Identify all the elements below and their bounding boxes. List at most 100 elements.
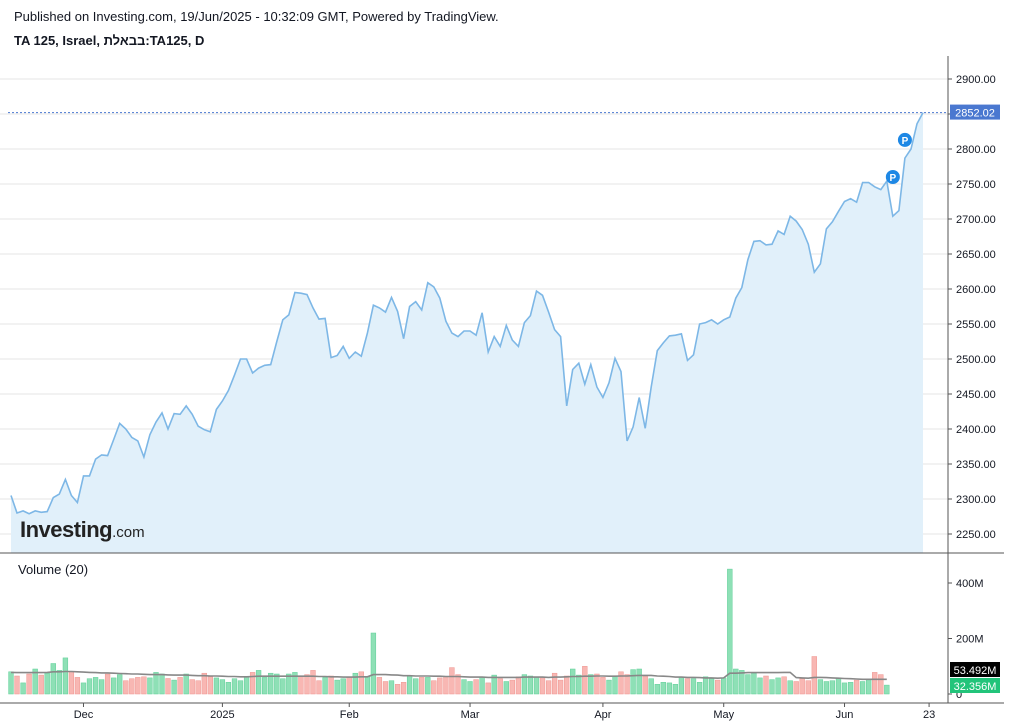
volume-bar [847, 682, 854, 695]
volume-bar [557, 679, 564, 695]
price-axis: 2900.002850.002800.002750.002700.002650.… [948, 74, 996, 541]
volume-bar [117, 674, 123, 695]
volume-bar [62, 657, 69, 695]
volume-bar [388, 680, 395, 695]
price-tick-label: 2900.00 [956, 74, 996, 86]
volume-bar [739, 670, 745, 695]
volume-bar [829, 680, 836, 695]
volume-bar [249, 672, 256, 695]
volume-bar [841, 682, 848, 695]
volume-ma-label-text: 53.492M [954, 665, 997, 677]
marker-circle [885, 170, 900, 184]
volume-bar [787, 680, 793, 695]
price-tick-label: 2800.00 [956, 144, 996, 156]
volume-bar [533, 676, 540, 695]
volume-bar [328, 675, 334, 695]
volume-bar [346, 677, 352, 695]
volume-bar [225, 682, 232, 695]
volume-bar [98, 679, 105, 695]
volume-bar [721, 677, 727, 695]
volume-bar [189, 679, 195, 695]
price-tick-label: 2250.00 [956, 529, 996, 541]
volume-bar [274, 673, 280, 695]
volume-bar [201, 672, 207, 695]
volume-bar [527, 675, 534, 695]
volume-bar [32, 668, 38, 695]
price-tick-label: 2450.00 [956, 389, 996, 401]
volume-bar [461, 679, 467, 695]
volume-bar [268, 672, 274, 695]
volume-bar [678, 676, 685, 695]
volume-bar [690, 678, 697, 695]
volume-ma-line [10, 670, 887, 681]
last-volume-label: 32.356M [950, 678, 1000, 693]
volume-bar [884, 684, 890, 695]
last-volume-label-text: 32.356M [954, 681, 997, 693]
volume-bar [859, 681, 866, 695]
volume-bar [431, 680, 437, 695]
volume-bar [594, 673, 600, 695]
volume-bar [20, 682, 26, 695]
time-axis: Dec 2025 Feb Mar Apr May Jun 23 [74, 703, 935, 721]
volume-bar [551, 672, 558, 695]
volume-bar [467, 681, 473, 695]
volume-bar [419, 677, 425, 695]
volume-bar [183, 673, 189, 695]
volume-bar [479, 676, 485, 695]
volume-bar [763, 675, 769, 695]
volume-bar [545, 680, 552, 695]
volume-bar [630, 669, 636, 695]
volume-bar [624, 674, 630, 695]
marker-label: P [902, 136, 909, 147]
volume-bar [570, 668, 576, 695]
volume-bar [413, 678, 419, 695]
volume-bar [660, 682, 666, 695]
volume-bar [582, 666, 588, 695]
volume-bar [805, 680, 811, 695]
volume-bar [400, 682, 407, 695]
price-tick-label: 2500.00 [956, 354, 996, 366]
volume-bar [255, 670, 262, 695]
volume-ma-label: 53.492M [950, 662, 1000, 677]
volume-bar [666, 682, 673, 695]
time-tick-label: Mar [461, 709, 480, 721]
volume-bar [497, 678, 503, 695]
time-tick-label: May [713, 709, 734, 721]
price-line [10, 112, 924, 515]
price-tick-label: 2350.00 [956, 459, 996, 471]
volume-bar [425, 677, 431, 695]
volume-bar [564, 675, 570, 695]
time-tick-label: Jun [836, 709, 854, 721]
volume-bar [835, 678, 842, 695]
symbol-title: TA 125, Israel, בבאלת:TA125, D [14, 33, 205, 48]
price-area-fill [11, 112, 923, 553]
volume-bar [129, 678, 135, 695]
volume-bar [503, 681, 509, 695]
volume-bar [358, 671, 364, 695]
price-tick-label: 2400.00 [956, 424, 996, 436]
volume-bar [292, 672, 298, 695]
volume-bar [370, 632, 377, 695]
volume-tick-label: 200M [956, 634, 984, 646]
price-tick-label: 2650.00 [956, 249, 996, 261]
published-info: Published on Investing.com, 19/Jun/2025 … [14, 9, 499, 24]
time-tick-label: 2025 [210, 709, 234, 721]
time-tick-label: Feb [340, 709, 359, 721]
volume-bar [376, 677, 383, 695]
volume-bar [521, 674, 528, 695]
volume-bar [708, 678, 715, 695]
volume-title: Volume (20) [18, 562, 89, 577]
volume-bar [642, 675, 648, 695]
volume-bar [14, 675, 20, 695]
volume-bar [515, 676, 522, 695]
volume-bar [702, 676, 709, 695]
logo-domain: .com [112, 524, 145, 541]
logo-brand: Investing [20, 517, 113, 542]
volume-bar [364, 676, 371, 695]
volume-bar [600, 677, 606, 695]
price-tick-label: 2750.00 [956, 179, 996, 191]
volume-tick-label: 400M [956, 578, 984, 590]
axis-value-labels: 2852.02 53.492M 32.356M [950, 104, 1000, 693]
volume-bar [74, 677, 81, 695]
